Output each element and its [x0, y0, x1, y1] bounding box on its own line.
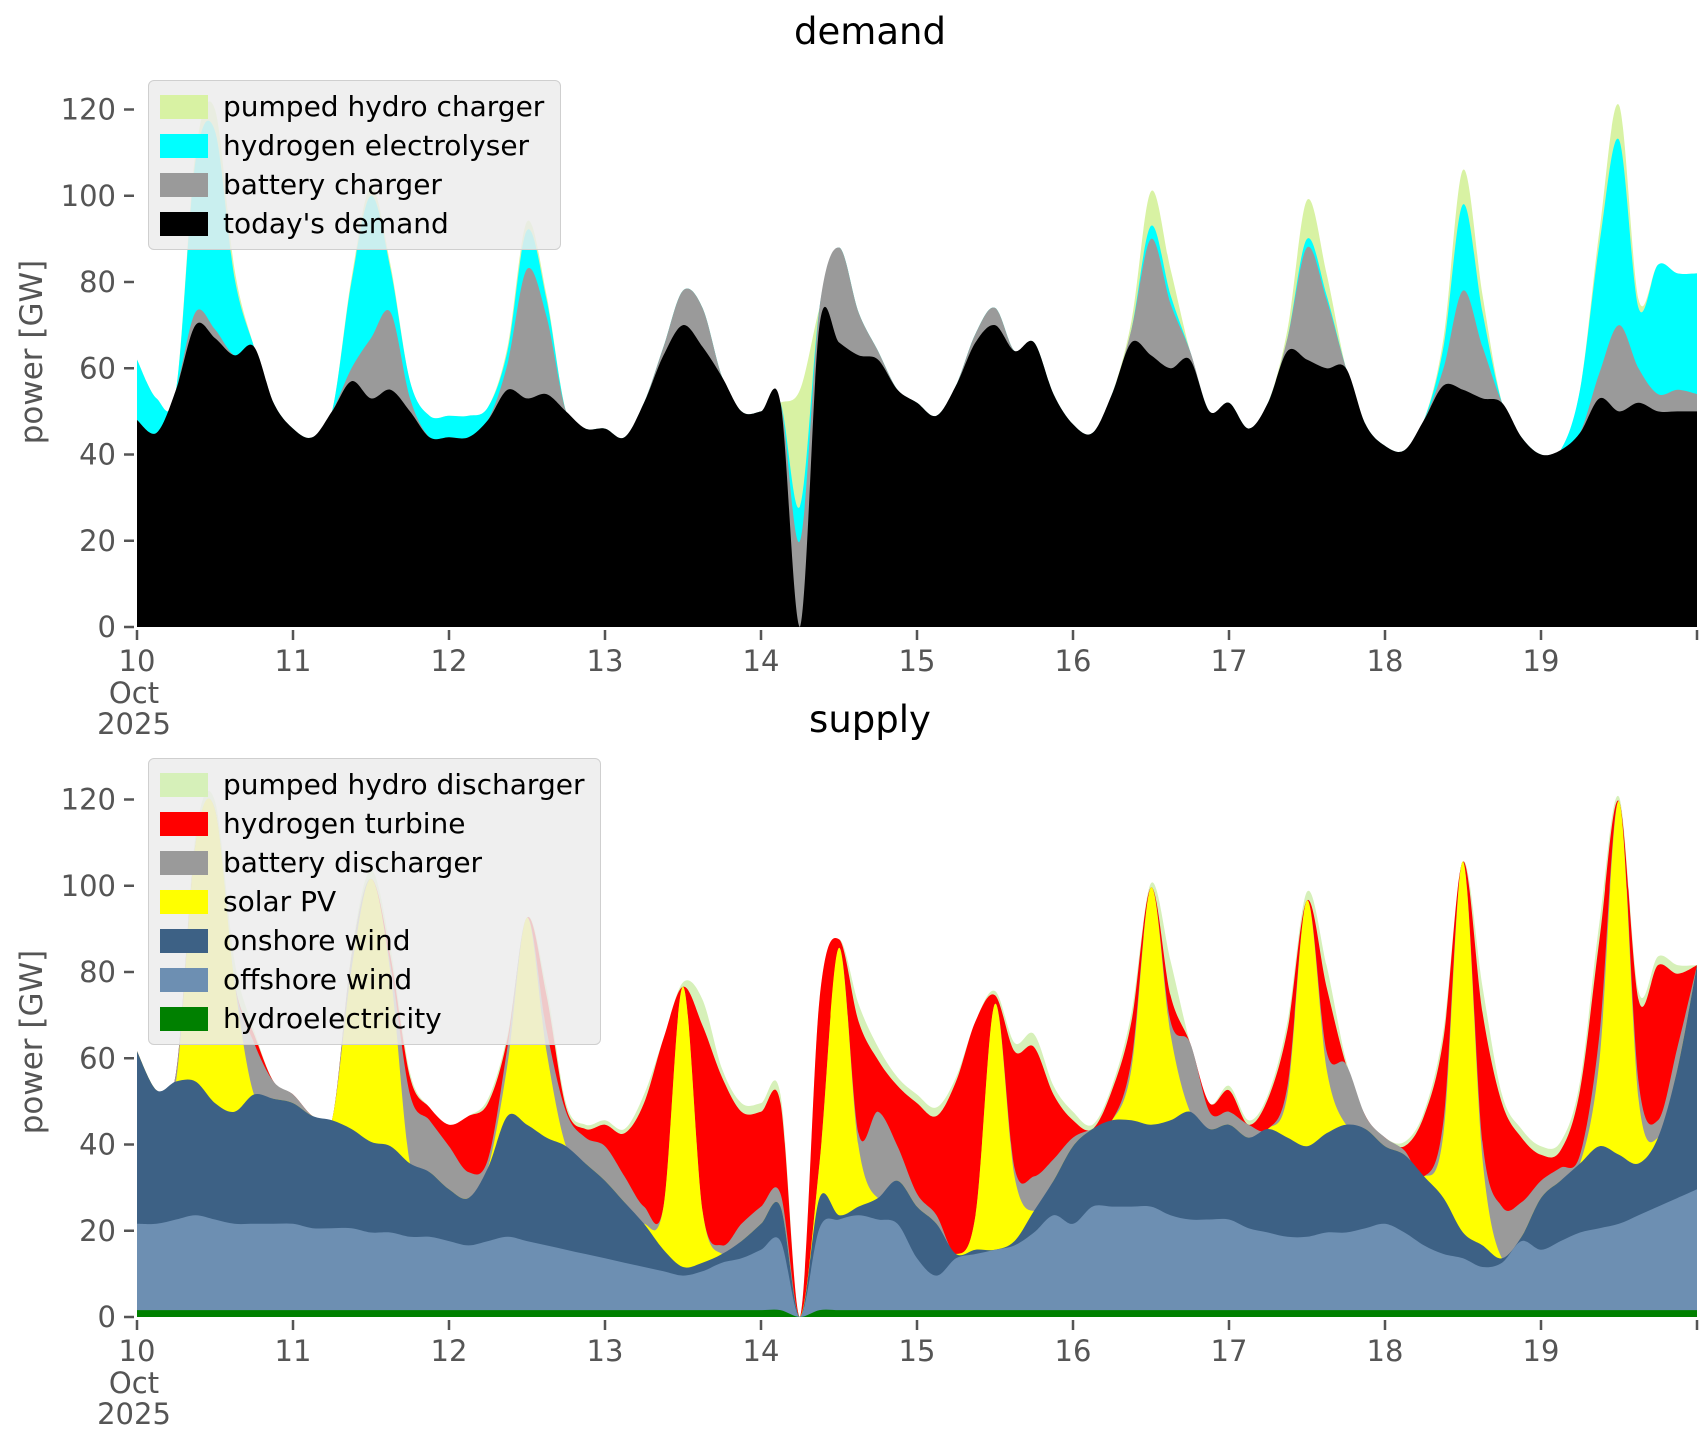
month-label: Oct	[108, 676, 160, 710]
x-tick-label: 12	[431, 644, 468, 678]
legend-item-hydrogen-turbine: hydrogen turbine	[160, 807, 584, 840]
legend-label: offshore wind	[223, 963, 413, 996]
y-tick-label: 20	[79, 1214, 116, 1248]
legend-swatch-pumped-hydro-charger	[160, 94, 208, 119]
x-tick-label: 15	[899, 644, 936, 678]
y-tick-label: 100	[61, 179, 116, 213]
x-tick-label: 10	[119, 1334, 156, 1368]
legend-item-today-s-demand: today's demand	[160, 207, 544, 240]
legend-label: battery discharger	[223, 846, 483, 879]
legend-swatch-hydroelectricity	[160, 1006, 208, 1031]
legend-swatch-battery-discharger	[160, 850, 208, 875]
y-tick-label: 40	[79, 438, 116, 472]
supply-legend: pumped hydro discharger hydrogen turbine b…	[148, 758, 602, 1045]
x-tick-label: 17	[1211, 1334, 1248, 1368]
y-tick-label: 0	[98, 610, 116, 644]
legend-item-onshore-wind: onshore wind	[160, 924, 584, 957]
y-tick-label: 0	[98, 1300, 116, 1334]
legend-label: pumped hydro charger	[223, 90, 545, 123]
supply-chart-title: supply	[809, 698, 931, 741]
x-tick-label: 19	[1523, 644, 1560, 678]
x-tick-label: 13	[587, 1334, 624, 1368]
demand-chart-title: demand	[794, 10, 946, 53]
legend-label: hydroelectricity	[223, 1002, 442, 1035]
legend-label: solar PV	[223, 885, 337, 918]
y-tick-label: 20	[79, 524, 116, 558]
year-label: 2025	[97, 1397, 171, 1431]
legend-label: battery charger	[223, 168, 442, 201]
legend-label: hydrogen electrolyser	[223, 129, 530, 162]
x-tick-label: 11	[275, 644, 312, 678]
area-hydroelectricity	[137, 1309, 1697, 1317]
legend-label: pumped hydro discharger	[223, 768, 585, 801]
month-label: Oct	[108, 1366, 160, 1400]
x-tick-label: 18	[1367, 644, 1404, 678]
y-tick-label: 40	[79, 1128, 116, 1162]
x-tick-label: 18	[1367, 1334, 1404, 1368]
legend-item-solar-pv: solar PV	[160, 885, 584, 918]
y-tick-label: 60	[79, 1041, 116, 1075]
legend-item-battery-charger: battery charger	[160, 168, 544, 201]
area-today-s-demand	[137, 306, 1697, 627]
y-tick-label: 80	[79, 265, 116, 299]
legend-swatch-offshore-wind	[160, 967, 208, 992]
year-label: 2025	[97, 707, 171, 741]
y-tick-label: 80	[79, 955, 116, 989]
x-tick-label: 12	[431, 1334, 468, 1368]
legend-label: hydrogen turbine	[223, 807, 466, 840]
x-tick-label: 11	[275, 1334, 312, 1368]
legend-item-pumped-hydro-discharger: pumped hydro discharger	[160, 768, 584, 801]
y-tick-label: 100	[61, 869, 116, 903]
legend-swatch-today-s-demand	[160, 211, 208, 236]
legend-swatch-onshore-wind	[160, 928, 208, 953]
legend-swatch-hydrogen-electrolyser	[160, 133, 208, 158]
x-tick-label: 10	[119, 644, 156, 678]
demand-x-axis-date-offset: Oct 2025	[84, 678, 184, 740]
y-tick-label: 120	[61, 783, 116, 817]
legend-swatch-battery-charger	[160, 172, 208, 197]
demand-y-axis-label: power [GW]	[14, 259, 50, 445]
legend-item-hydroelectricity: hydroelectricity	[160, 1002, 584, 1035]
legend-label: onshore wind	[223, 924, 411, 957]
x-tick-label: 15	[899, 1334, 936, 1368]
area-offshore-wind	[137, 1189, 1697, 1317]
x-tick-label: 14	[743, 644, 780, 678]
legend-swatch-solar-pv	[160, 889, 208, 914]
supply-y-axis-label: power [GW]	[14, 949, 50, 1135]
y-tick-label: 120	[61, 93, 116, 127]
y-tick-label: 60	[79, 351, 116, 385]
legend-item-hydrogen-electrolyser: hydrogen electrolyser	[160, 129, 544, 162]
legend-item-battery-discharger: battery discharger	[160, 846, 584, 879]
legend-item-offshore-wind: offshore wind	[160, 963, 584, 996]
x-tick-label: 19	[1523, 1334, 1560, 1368]
x-tick-label: 14	[743, 1334, 780, 1368]
legend-swatch-pumped-hydro-discharger	[160, 772, 208, 797]
supply-x-axis-date-offset: Oct 2025	[84, 1368, 184, 1430]
area-onshore-wind	[137, 965, 1697, 1317]
legend-item-pumped-hydro-charger: pumped hydro charger	[160, 90, 544, 123]
legend-swatch-hydrogen-turbine	[160, 811, 208, 836]
x-tick-label: 17	[1211, 644, 1248, 678]
legend-label: today's demand	[223, 207, 449, 240]
demand-legend: pumped hydro charger hydrogen electrolyse…	[148, 80, 562, 250]
x-tick-label: 16	[1055, 644, 1092, 678]
x-tick-label: 16	[1055, 1334, 1092, 1368]
x-tick-label: 13	[587, 644, 624, 678]
